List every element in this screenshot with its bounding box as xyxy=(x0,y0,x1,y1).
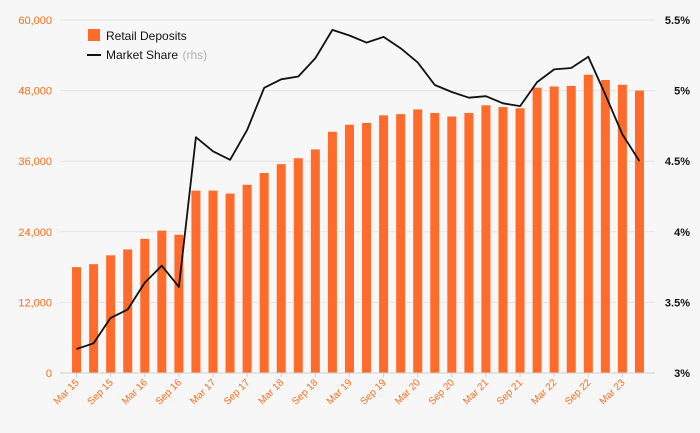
bar-retail-deposits xyxy=(344,124,354,374)
bar-retail-deposits xyxy=(276,164,286,373)
bar-retail-deposits xyxy=(549,86,559,374)
bar-retail-deposits xyxy=(447,116,457,373)
bar-retail-deposits xyxy=(617,84,627,373)
bar-retail-deposits xyxy=(191,190,201,373)
bar-retail-deposits xyxy=(600,80,610,373)
legend-label-retail-deposits: Retail Deposits xyxy=(106,29,187,43)
bar-retail-deposits xyxy=(396,114,406,373)
bar-retail-deposits xyxy=(464,112,474,373)
bar-retail-deposits xyxy=(123,249,133,373)
bar-retail-deposits xyxy=(310,149,320,373)
left-tick-label: 24,000 xyxy=(18,227,52,239)
bar-retail-deposits xyxy=(225,193,235,373)
bar-retail-deposits xyxy=(157,230,167,373)
bar-retail-deposits xyxy=(174,234,184,373)
bar-retail-deposits xyxy=(481,105,491,373)
right-tick-label: 5% xyxy=(674,86,690,98)
bar-retail-deposits xyxy=(140,238,150,373)
bar-retail-deposits xyxy=(208,190,218,373)
left-axis: 0 12,000 24,000 36,000 48,000 60,000 xyxy=(18,15,52,380)
bar-retail-deposits xyxy=(327,131,337,373)
bar-retail-deposits xyxy=(583,74,593,373)
bar-retail-deposits xyxy=(362,122,372,373)
bar-retail-deposits xyxy=(566,85,576,373)
left-tick-label: 0 xyxy=(46,368,52,380)
line-market-share xyxy=(76,28,641,350)
left-tick-label: 48,000 xyxy=(18,86,52,98)
bar-retail-deposits xyxy=(242,184,252,373)
bar-retail-deposits xyxy=(634,90,644,373)
bar-retail-deposits xyxy=(379,115,389,373)
legend-label-market-share: Market Share (rhs) xyxy=(106,46,207,63)
right-tick-label: 5.5% xyxy=(665,15,690,27)
bar-retail-deposits xyxy=(293,158,303,373)
right-axis: 3% 3.5% 4% 4.5% 5% 5.5% xyxy=(665,15,690,380)
bar-retail-deposits xyxy=(515,108,525,373)
bar-retail-deposits xyxy=(72,267,82,373)
bar-retail-deposits xyxy=(106,255,116,373)
bar-retail-deposits xyxy=(413,109,423,373)
left-tick-label: 12,000 xyxy=(18,297,52,309)
right-tick-label: 4% xyxy=(674,227,690,239)
left-tick-label: 60,000 xyxy=(18,15,52,27)
legend-swatch-retail-deposits xyxy=(88,29,100,41)
bars-group xyxy=(72,74,644,374)
bar-retail-deposits xyxy=(259,172,269,373)
legend: Retail Deposits Market Share (rhs) xyxy=(87,29,207,63)
bar-retail-deposits xyxy=(89,264,99,373)
right-tick-label: 4.5% xyxy=(665,156,690,168)
right-tick-label: 3% xyxy=(674,368,690,380)
line-group xyxy=(76,28,641,350)
right-tick-label: 3.5% xyxy=(665,297,690,309)
left-tick-label: 36,000 xyxy=(18,156,52,168)
bar-retail-deposits xyxy=(498,107,508,373)
bar-retail-deposits xyxy=(430,112,440,373)
bar-retail-deposits xyxy=(532,87,542,374)
